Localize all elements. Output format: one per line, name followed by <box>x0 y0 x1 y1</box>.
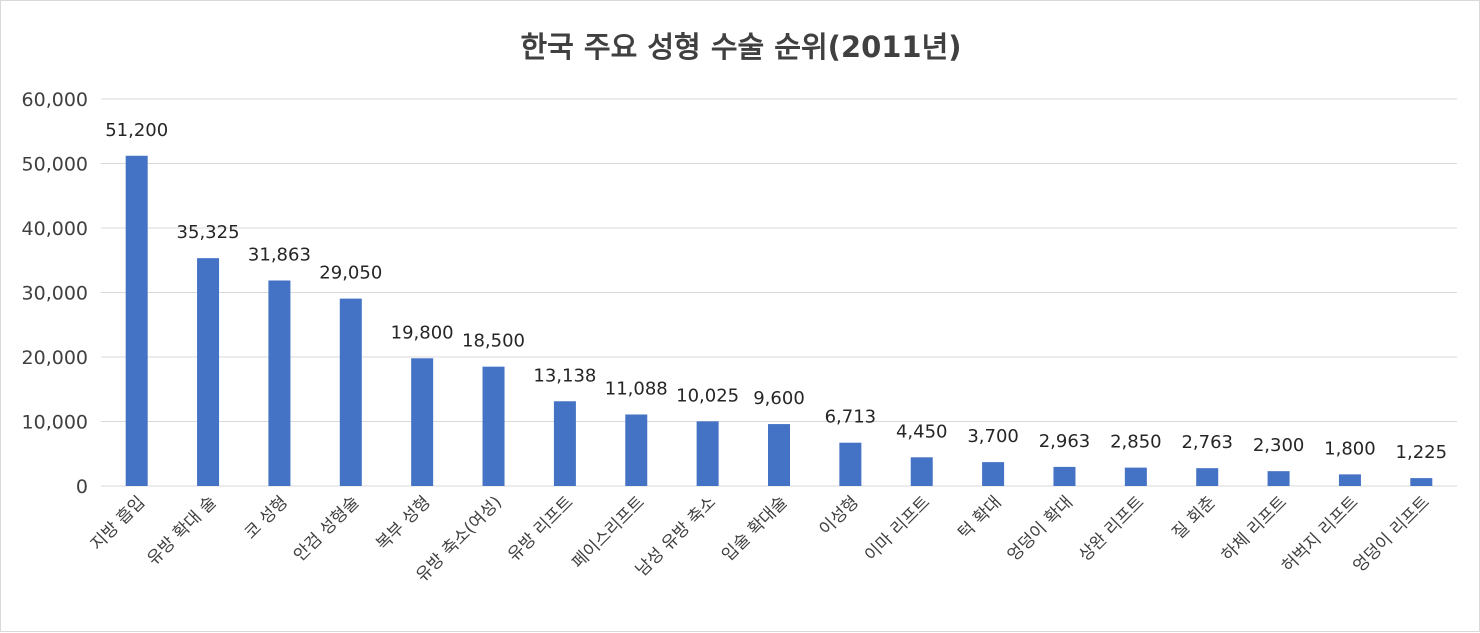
data-label: 11,088 <box>605 378 668 399</box>
data-labels: 51,200 35,325 31,863 29,050 19,800 18,500 13,1… <box>105 120 1447 463</box>
bar <box>839 442 862 486</box>
x-tick-label: 이성형 <box>816 492 863 539</box>
y-tick-label: 60,000 <box>22 89 88 111</box>
data-label: 51,200 <box>105 120 168 141</box>
data-label: 3,700 <box>967 426 1019 447</box>
x-tick-label: 복부 성형 <box>372 492 434 554</box>
bar <box>982 462 1005 486</box>
bar <box>910 457 933 486</box>
x-tick-label: 유방 리프트 <box>504 492 577 565</box>
y-tick-label: 10,000 <box>22 412 88 434</box>
bar <box>553 401 576 486</box>
x-tick-label: 안검 성형술 <box>290 492 363 565</box>
y-axis-ticks: 0 10,000 20,000 30,000 40,000 50,000 60,000 <box>22 89 88 498</box>
data-label: 10,025 <box>676 385 739 406</box>
data-label: 31,863 <box>248 244 311 265</box>
y-tick-label: 30,000 <box>22 283 88 305</box>
y-tick-label: 20,000 <box>22 347 88 369</box>
gridlines <box>101 98 1457 487</box>
x-tick-label: 질 회춘 <box>1169 492 1220 543</box>
data-label: 2,763 <box>1181 432 1233 453</box>
y-tick-label: 50,000 <box>22 154 88 176</box>
x-tick-label: 유방 확대 술 <box>144 492 221 569</box>
data-label: 2,300 <box>1253 435 1305 456</box>
x-tick-label: 상완 리프트 <box>1075 492 1148 565</box>
bar <box>1267 471 1290 486</box>
data-label: 6,713 <box>825 407 877 428</box>
bars <box>125 155 1433 486</box>
bar <box>1053 466 1076 486</box>
data-label: 13,138 <box>533 365 596 386</box>
data-label: 1,800 <box>1324 438 1376 459</box>
bar <box>625 414 648 486</box>
bar <box>197 258 220 486</box>
x-tick-label: 엉덩이 확대 <box>1004 492 1077 565</box>
x-tick-label: 엉덩이 리프트 <box>1350 492 1434 576</box>
y-tick-label: 0 <box>76 476 88 498</box>
x-tick-label: 이마 리프트 <box>861 492 934 565</box>
x-tick-label: 입술 확대술 <box>718 492 791 565</box>
x-tick-label: 하체 리프트 <box>1218 492 1291 565</box>
data-label: 9,600 <box>753 388 805 409</box>
x-tick-label: 턱 확대 <box>954 492 1005 543</box>
bar <box>1338 474 1361 486</box>
bar <box>1124 467 1147 486</box>
data-label: 18,500 <box>462 331 525 352</box>
bar <box>768 424 790 486</box>
data-label: 4,450 <box>896 421 948 442</box>
data-label: 19,800 <box>391 322 454 343</box>
data-label: 29,050 <box>319 263 382 284</box>
bar <box>1196 468 1219 486</box>
x-tick-label: 지방 흡입 <box>87 492 149 554</box>
chart-title: 한국 주요 성형 수술 순위(2011년) <box>520 30 961 64</box>
bar <box>696 421 719 486</box>
bar <box>125 155 148 486</box>
bar <box>411 358 434 486</box>
data-label: 1,225 <box>1396 442 1448 463</box>
y-tick-label: 40,000 <box>22 218 88 240</box>
bar <box>1410 478 1433 486</box>
x-tick-label: 코 성형 <box>241 492 292 543</box>
bar <box>482 366 505 486</box>
data-label: 2,963 <box>1039 431 1091 452</box>
data-label: 35,325 <box>177 222 240 243</box>
bar <box>268 280 291 486</box>
data-label: 2,850 <box>1110 432 1162 453</box>
bar <box>339 298 362 486</box>
